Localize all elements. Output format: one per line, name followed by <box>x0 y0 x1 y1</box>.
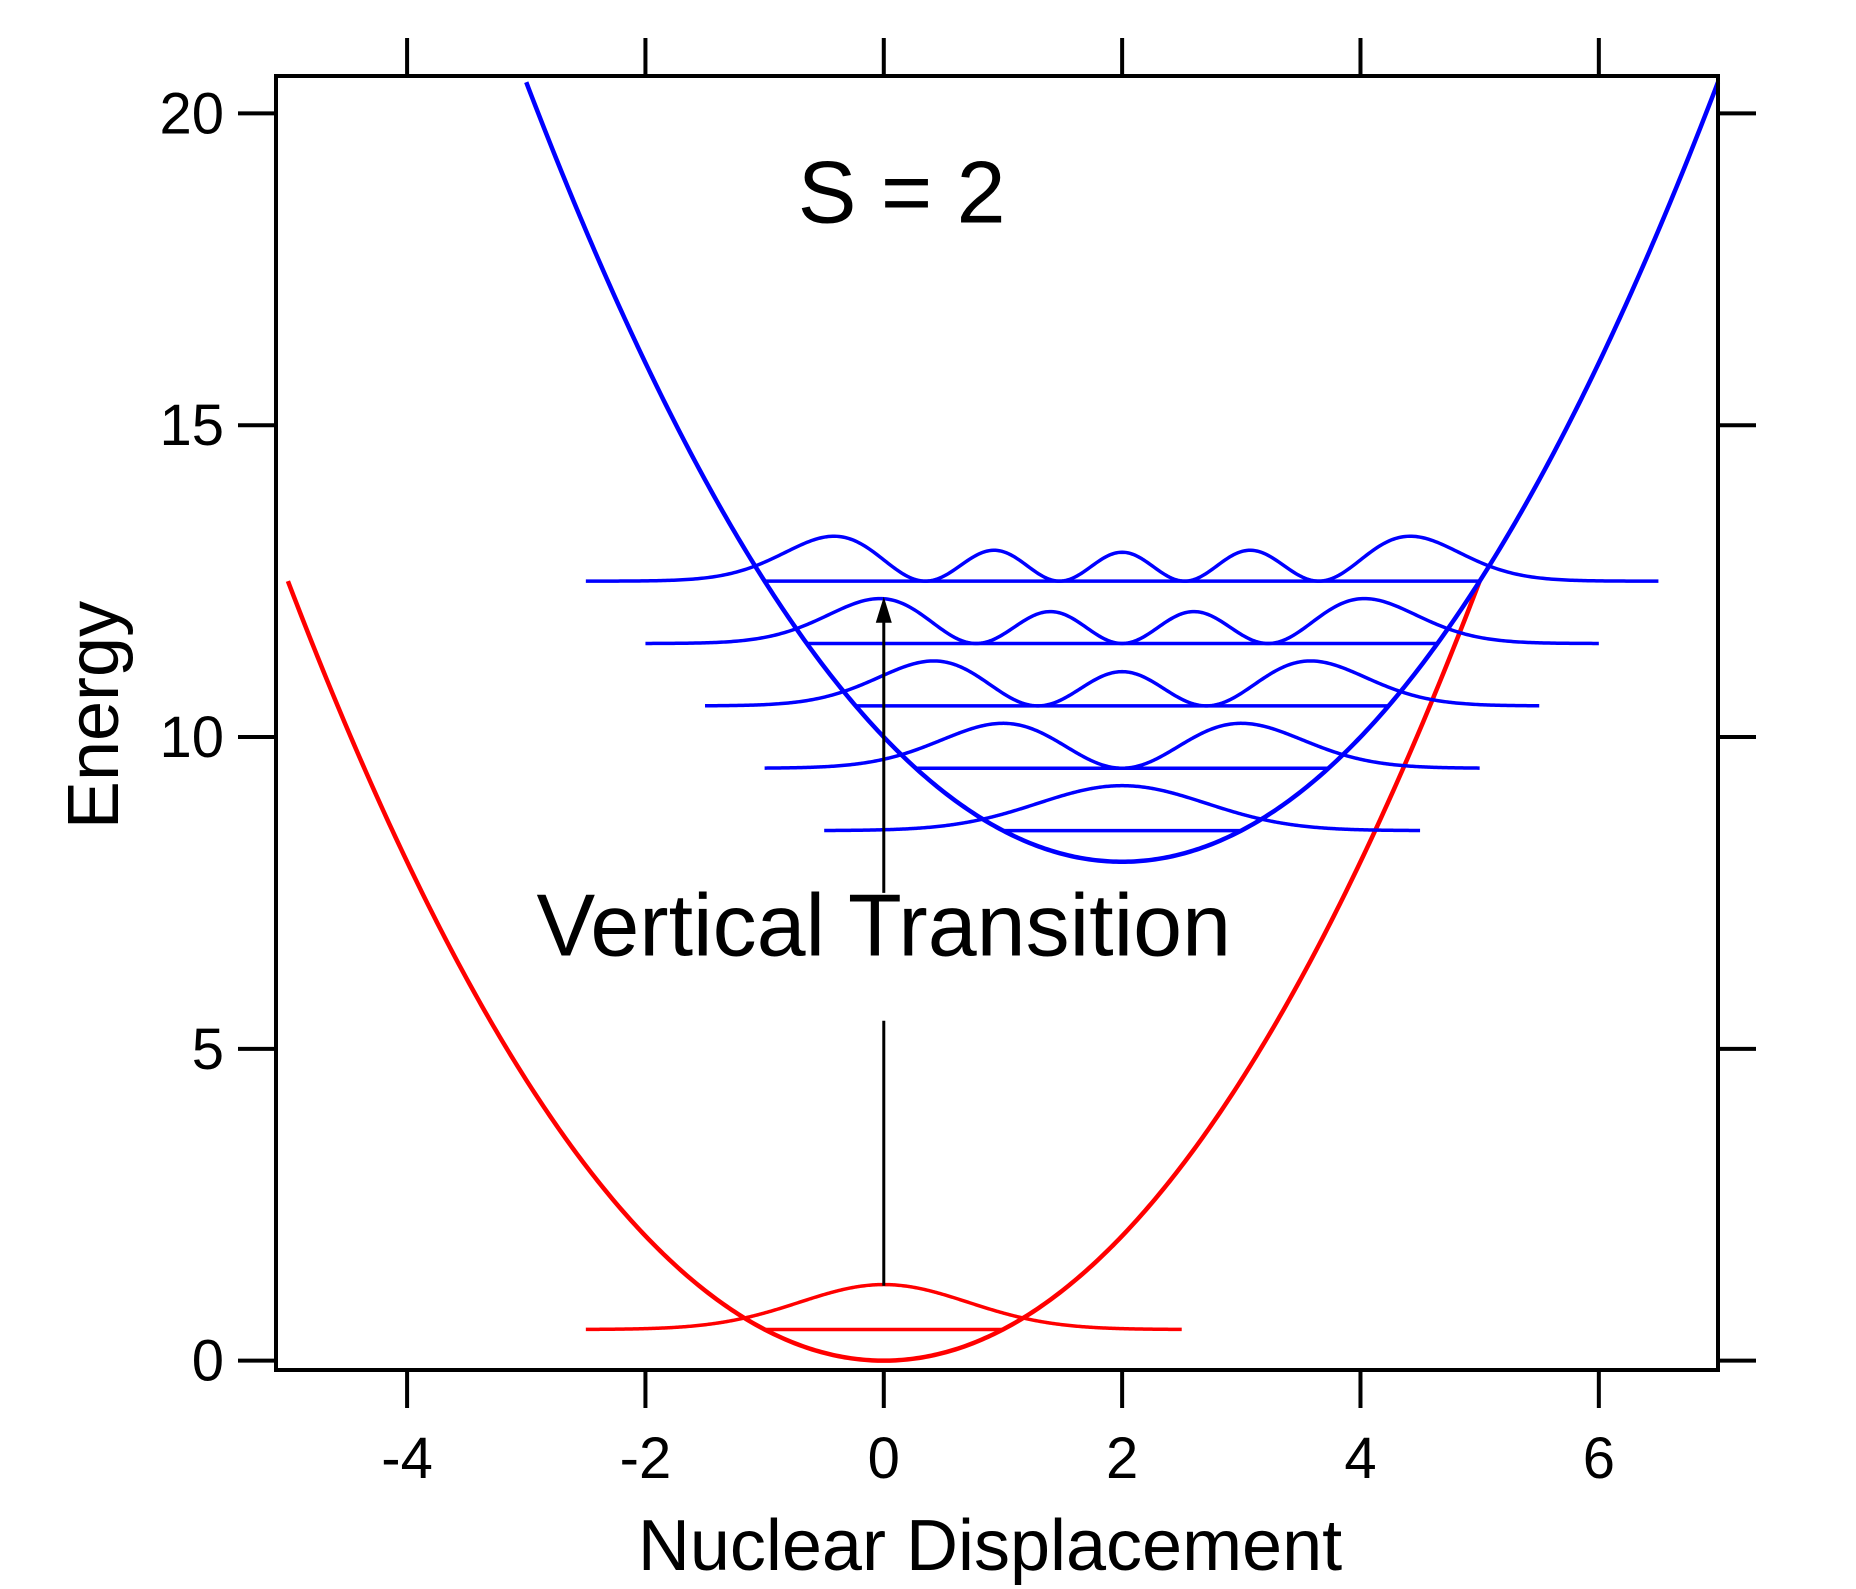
x-tick-label: -2 <box>620 1426 672 1491</box>
x-tick-label: 6 <box>1583 1426 1615 1491</box>
plot-frame <box>274 74 1720 1372</box>
y-tick-label: 10 <box>159 705 224 770</box>
x-tick-label: -4 <box>381 1426 433 1491</box>
annotation-vertical-transition: Vertical Transition <box>537 875 1232 974</box>
y-tick-label: 15 <box>159 393 224 458</box>
y-axis-label: Energy <box>54 601 134 829</box>
plot-border <box>274 74 1720 1372</box>
x-tick-label: 4 <box>1344 1426 1376 1491</box>
ground-state-potential <box>285 580 1482 1363</box>
excited-state-potential <box>524 81 1721 865</box>
x-axis-label: Nuclear Displacement <box>638 1506 1342 1586</box>
excited-wavefunction-v0 <box>824 783 1421 833</box>
y-tick-label: 20 <box>159 81 224 146</box>
x-tick-label: 2 <box>1106 1426 1138 1491</box>
excited-wavefunction-v4 <box>585 534 1659 583</box>
annotation-s-value: S = 2 <box>798 143 1006 242</box>
ground-wavefunction-v0 <box>585 1282 1182 1332</box>
y-tick-label: 0 <box>192 1329 224 1394</box>
y-tick-label: 5 <box>192 1017 224 1082</box>
excited-wavefunction-v1 <box>764 721 1480 770</box>
excited-wavefunction-v3 <box>645 596 1599 646</box>
x-tick-label: 0 <box>868 1426 900 1491</box>
annotations-layer: S = 2 Vertical Transition <box>537 143 1232 1286</box>
curves-layer <box>285 81 1721 1363</box>
excited-wavefunction-v2 <box>705 659 1540 708</box>
transition-arrow-head <box>875 596 892 623</box>
ticks-layer: -4 -2 0 2 4 6 0 5 10 15 20 <box>159 38 1756 1491</box>
